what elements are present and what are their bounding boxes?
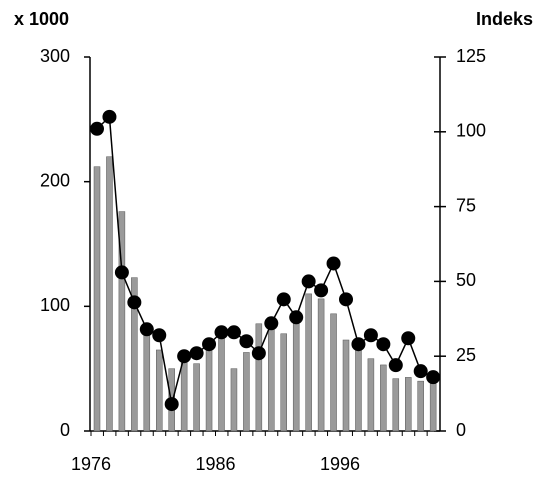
point — [102, 109, 117, 124]
point — [388, 358, 403, 373]
point — [426, 370, 441, 385]
y-tick-label: 0 — [60, 420, 70, 440]
bar — [131, 277, 138, 432]
x-tick-label: 1996 — [320, 454, 360, 474]
bar — [156, 349, 163, 432]
x-tick-label: 1986 — [195, 454, 235, 474]
y-tick-label: 300 — [40, 46, 70, 66]
point — [152, 328, 167, 343]
point — [264, 316, 279, 331]
point — [139, 322, 154, 337]
point — [239, 334, 254, 349]
bar — [380, 364, 387, 432]
point — [289, 310, 304, 325]
y2-tick-label: 50 — [456, 270, 476, 290]
point — [276, 292, 291, 307]
bar — [417, 380, 424, 432]
bar — [118, 211, 126, 432]
point — [376, 337, 391, 352]
bar — [93, 166, 101, 432]
point — [339, 292, 353, 307]
bar — [143, 323, 151, 432]
y-tick-label: 200 — [40, 170, 70, 190]
bar — [205, 348, 213, 432]
bar — [255, 323, 263, 432]
point — [363, 328, 378, 343]
bar — [330, 313, 337, 432]
bar — [367, 358, 375, 432]
y2-tick-label: 75 — [456, 195, 476, 215]
bar — [305, 293, 312, 432]
bar — [342, 339, 350, 432]
point — [202, 337, 217, 352]
point — [314, 283, 329, 298]
point — [127, 295, 142, 310]
y2-tick-label: 125 — [456, 46, 486, 66]
y2-tick-label: 25 — [456, 345, 476, 365]
bar — [429, 383, 437, 432]
bar — [180, 358, 188, 432]
y-tick-label: 100 — [40, 295, 70, 315]
point — [301, 274, 316, 289]
bar — [405, 377, 412, 432]
bar — [230, 368, 238, 432]
point — [413, 364, 428, 379]
bar — [317, 298, 325, 432]
bar — [193, 363, 200, 432]
point — [189, 346, 204, 361]
y2-axis-label: Indeks — [476, 9, 533, 29]
bar — [106, 156, 113, 432]
point — [114, 265, 129, 280]
point — [326, 256, 341, 271]
y2-tick-label: 0 — [456, 420, 466, 440]
bar — [355, 340, 362, 432]
bar — [268, 318, 275, 432]
point — [226, 325, 241, 340]
bar — [218, 331, 225, 432]
bar — [392, 378, 400, 432]
bar — [243, 352, 250, 432]
point — [251, 346, 266, 361]
y-axis-label: x 1000 — [14, 9, 69, 29]
bar — [292, 323, 300, 432]
point — [90, 121, 104, 136]
bar — [280, 333, 287, 432]
point — [351, 337, 366, 352]
point — [177, 349, 192, 364]
point — [214, 325, 229, 340]
x-tick-label: 1976 — [71, 454, 111, 474]
y2-tick-label: 100 — [456, 121, 486, 141]
point — [164, 397, 179, 412]
point — [401, 331, 416, 346]
